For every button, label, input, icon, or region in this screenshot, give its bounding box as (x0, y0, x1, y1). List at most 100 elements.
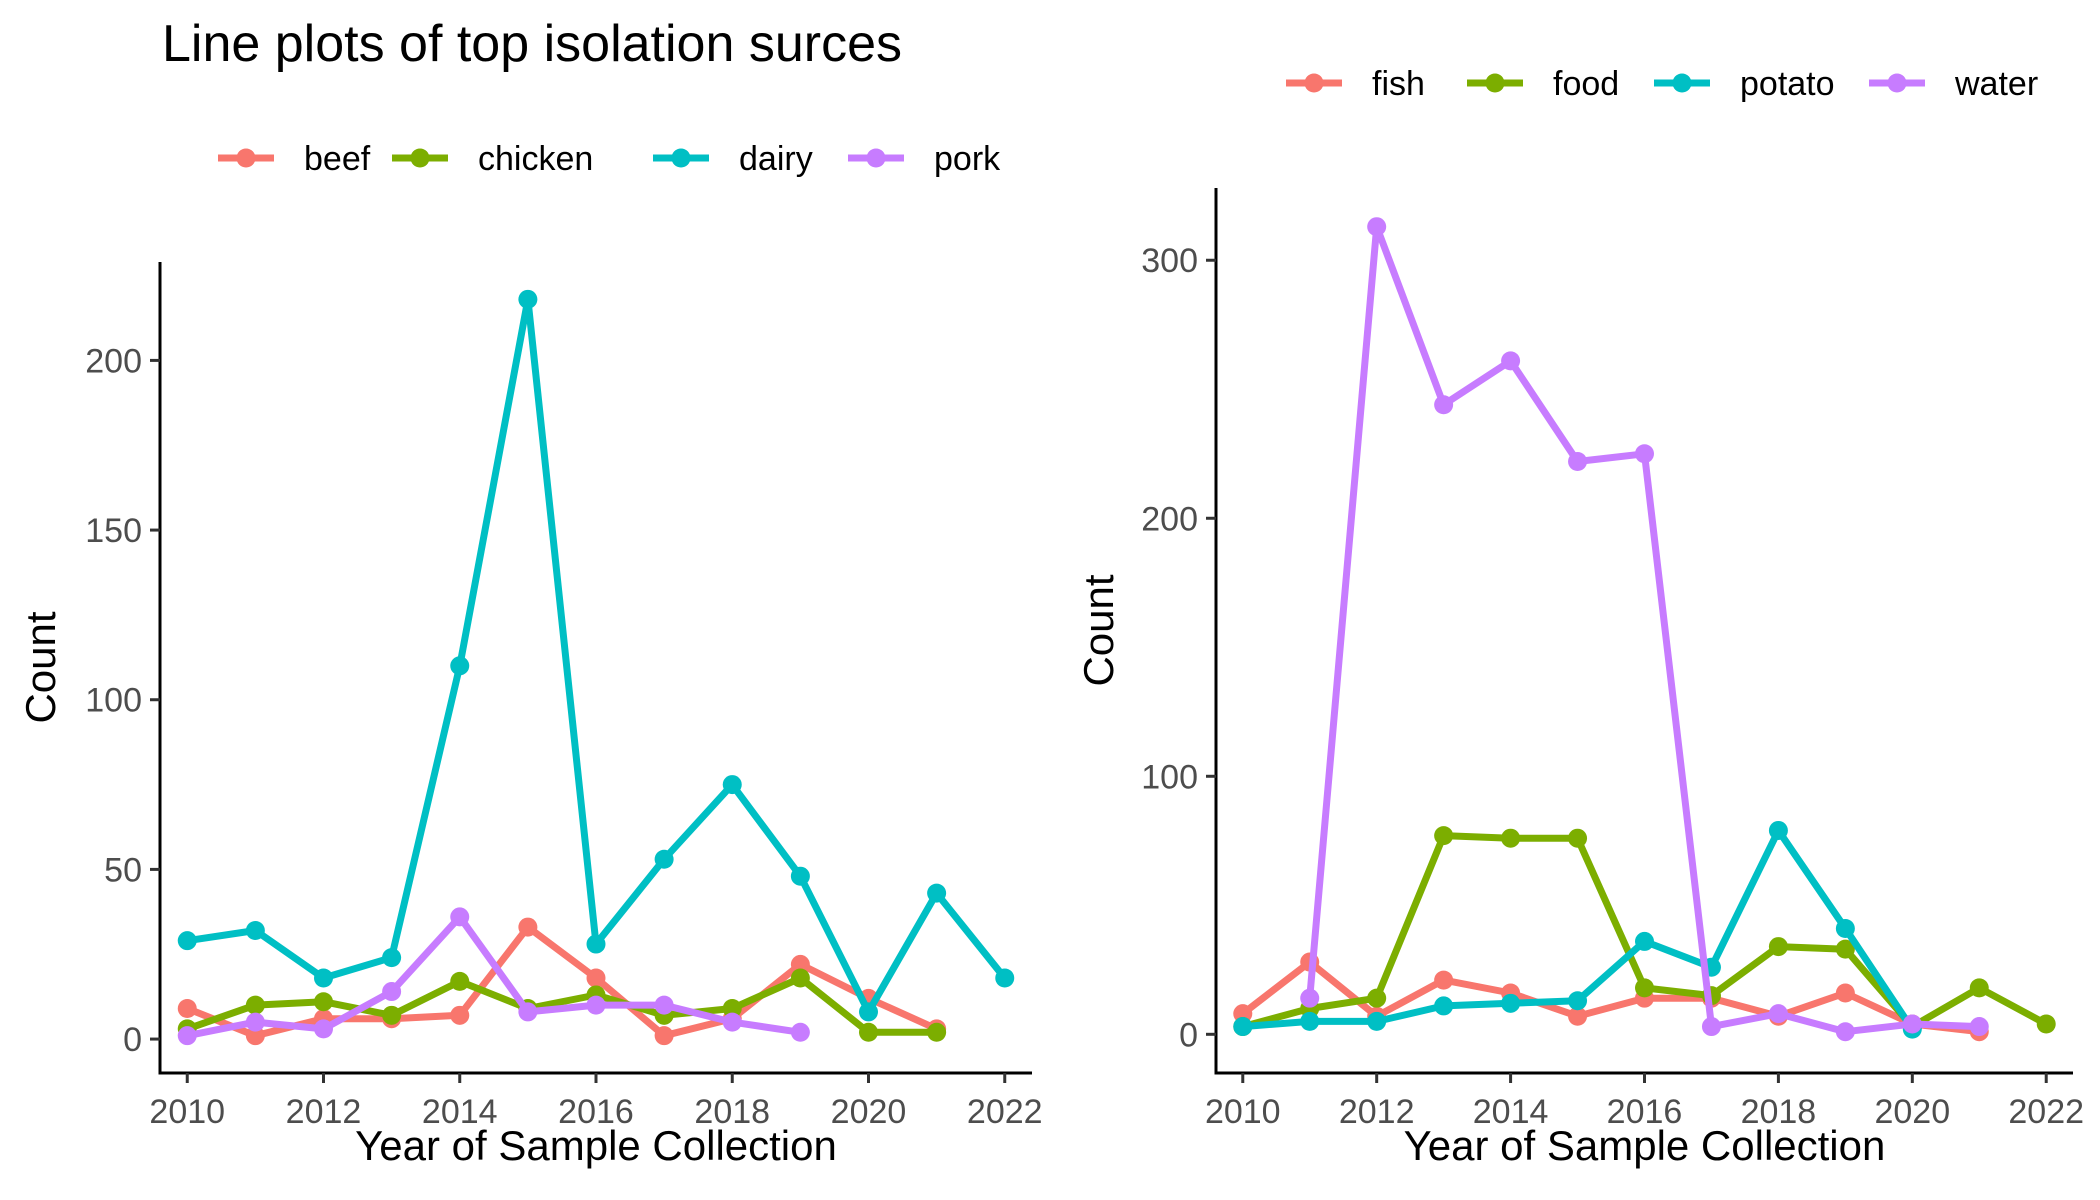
series-line-pork (183, 913, 804, 1040)
right-y-tick-label: 200 (1141, 500, 1198, 538)
right-y-tick-label: 100 (1141, 758, 1198, 796)
legend-key-point (671, 148, 691, 168)
left-y-tick-label: 0 (123, 1021, 142, 1059)
data-point-water (1635, 444, 1654, 464)
data-point-chicken (927, 1022, 947, 1042)
data-point-potato (1501, 993, 1521, 1013)
data-point-beef (245, 1026, 265, 1046)
legend-item-chicken: chicken (392, 140, 593, 178)
right-series-water (1300, 217, 1989, 1042)
data-point-water (1434, 395, 1454, 415)
data-point-dairy (518, 289, 538, 309)
data-point-dairy (382, 948, 402, 968)
data-point-fish (1835, 983, 1855, 1003)
data-point-chicken (382, 1005, 402, 1025)
data-point-food (1434, 826, 1454, 846)
data-point-potato (1233, 1017, 1253, 1037)
data-point-food (1635, 978, 1654, 998)
data-point-dairy (722, 775, 742, 795)
right-x-tick-label: 2014 (1473, 1093, 1549, 1131)
data-point-pork (177, 1026, 197, 1046)
data-point-water (1367, 217, 1387, 237)
left-x-axis-title: Year of Sample Collection (355, 1122, 837, 1169)
data-point-beef (177, 999, 197, 1019)
legend-label-food: food (1553, 65, 1619, 103)
legend-item-pork: pork (848, 140, 1001, 178)
data-point-pork (518, 1002, 538, 1022)
data-point-water (1902, 1014, 1922, 1034)
legend-label-pork: pork (934, 140, 1001, 178)
data-point-dairy (586, 934, 606, 954)
data-point-potato (1635, 931, 1654, 951)
data-point-water (1568, 451, 1588, 471)
right-x-tick-label: 2022 (2008, 1093, 2084, 1131)
legend-key-point (236, 148, 256, 168)
right-chart-panel: 2010 2012 2014 2016 2018 2020 2022 0 100 200 300 Ye… (1075, 65, 2084, 1169)
left-x-tick-label: 2014 (422, 1093, 498, 1131)
left-x-tick-label: 2010 (149, 1093, 225, 1131)
legend-label-chicken: chicken (478, 140, 593, 178)
legend-label-fish: fish (1372, 65, 1425, 103)
left-y-axis-title: Count (17, 611, 64, 723)
data-point-dairy (314, 968, 333, 988)
data-point-dairy (790, 866, 810, 886)
figure-title: Line plots of top isolation surces (162, 15, 902, 73)
right-x-tick-label: 2020 (1874, 1093, 1950, 1131)
series-line-beef (183, 923, 941, 1040)
right-x-tick-label: 2016 (1607, 1093, 1683, 1131)
data-point-water (1300, 988, 1320, 1008)
right-x-tick-label: 2018 (1741, 1093, 1817, 1131)
data-point-food (1835, 939, 1855, 959)
legend-key-point (1304, 73, 1324, 93)
right-series-potato (1233, 820, 1922, 1039)
data-point-beef (790, 954, 810, 974)
right-y-axis-title: Count (1075, 574, 1122, 686)
data-point-pork (382, 982, 402, 1002)
legend-item-dairy: dairy (653, 140, 813, 178)
data-point-potato (1568, 991, 1588, 1011)
data-point-pork (314, 1019, 333, 1039)
left-chart-panel: 2010 2012 2014 2016 2018 2020 2022 0 50 100 150 200… (17, 140, 1043, 1169)
data-point-food (1568, 828, 1588, 848)
data-point-beef (654, 1026, 674, 1046)
data-point-fish (1568, 1006, 1588, 1026)
data-point-food (1367, 988, 1387, 1008)
data-point-dairy (450, 656, 470, 676)
left-x-tick-label: 2016 (558, 1093, 634, 1131)
legend-key-point (1887, 73, 1907, 93)
legend-label-beef: beef (304, 140, 371, 178)
data-point-dairy (859, 1002, 878, 1022)
left-x-tick-label: 2020 (831, 1093, 907, 1131)
data-point-chicken (450, 971, 470, 991)
legend-key-point (410, 148, 430, 168)
data-point-water (1969, 1017, 1989, 1037)
data-point-water (1501, 351, 1521, 371)
data-point-food (2036, 1014, 2056, 1034)
left-series-dairy (177, 289, 1015, 1022)
left-y-tick-label: 150 (85, 512, 142, 550)
right-y-tick-label: 300 (1141, 242, 1198, 280)
data-point-dairy (995, 968, 1015, 988)
legend-item-food: food (1467, 65, 1619, 103)
legend-label-dairy: dairy (739, 140, 813, 178)
legend-key-point (1672, 73, 1692, 93)
data-point-chicken (722, 999, 742, 1019)
data-point-food (1768, 937, 1788, 957)
data-point-dairy (654, 849, 674, 869)
legend-item-beef: beef (218, 140, 371, 178)
data-point-potato (1835, 919, 1855, 939)
legend-label-water: water (1954, 65, 2038, 103)
data-point-beef (450, 1005, 470, 1025)
legend-key-point (866, 148, 886, 168)
data-point-pork (790, 1022, 810, 1042)
data-point-potato (1768, 820, 1788, 840)
data-point-pork (654, 995, 674, 1015)
data-point-beef (518, 917, 538, 937)
data-point-water (1835, 1022, 1855, 1042)
data-point-water (1701, 1017, 1721, 1037)
data-point-dairy (177, 931, 197, 951)
data-point-potato (1300, 1011, 1320, 1031)
left-y-tick-label: 200 (85, 342, 142, 380)
right-y-tick-label: 0 (1179, 1016, 1198, 1054)
